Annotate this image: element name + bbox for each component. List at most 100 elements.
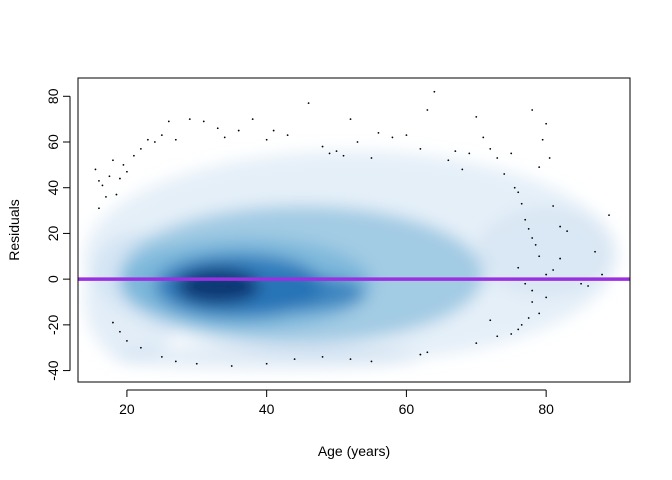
data-point (98, 207, 100, 210)
x-tick-label: 80 (538, 401, 554, 417)
data-point (527, 227, 530, 230)
data-point (531, 289, 534, 292)
data-point (482, 136, 485, 139)
density-blob (175, 267, 260, 305)
data-point (349, 118, 352, 121)
plot-frame (77, 77, 631, 383)
y-axis: -40 -20 0 20 40 60 80 (45, 88, 71, 381)
data-point (496, 157, 499, 159)
data-point (552, 269, 555, 271)
data-point (405, 134, 408, 137)
data-point (216, 127, 219, 130)
data-point (520, 323, 523, 326)
data-point (146, 138, 149, 141)
x-tick-label: 20 (119, 401, 135, 417)
data-point (534, 243, 537, 246)
data-point (503, 173, 506, 175)
data-point (531, 109, 534, 111)
data-point (447, 159, 450, 162)
data-point (538, 312, 541, 315)
data-point (475, 115, 478, 118)
data-point (139, 147, 142, 150)
data-point (105, 195, 107, 198)
data-point (559, 257, 562, 260)
data-point (594, 250, 596, 253)
data-point (335, 150, 338, 153)
data-point (377, 131, 380, 134)
data-point (496, 335, 499, 338)
data-point (426, 109, 429, 111)
data-point (426, 351, 429, 354)
data-point (580, 282, 582, 285)
data-point (566, 230, 569, 233)
data-point (510, 152, 513, 155)
data-point (265, 362, 268, 365)
data-point (98, 179, 100, 182)
data-point (139, 346, 142, 349)
data-point (538, 255, 541, 258)
data-point (520, 202, 523, 205)
data-point (527, 317, 530, 319)
data-point (101, 184, 104, 187)
density-cloud (84, 151, 617, 369)
data-point (349, 358, 352, 361)
data-point (559, 225, 562, 228)
data-point (545, 122, 548, 125)
data-point (223, 136, 226, 139)
data-point (454, 150, 457, 153)
data-point (468, 152, 471, 155)
x-tick-label: 40 (259, 401, 275, 417)
data-point (195, 362, 198, 365)
data-point (370, 360, 373, 363)
data-point (230, 365, 233, 367)
data-point (132, 154, 135, 157)
y-tick-label: 0 (45, 275, 61, 283)
data-point (513, 186, 516, 189)
y-tick-label: 80 (45, 88, 61, 104)
data-point (461, 168, 464, 171)
data-point (112, 159, 114, 162)
data-point (419, 147, 422, 150)
data-point (122, 163, 125, 166)
data-point (160, 134, 163, 137)
outlier-points (94, 90, 610, 367)
data-point (510, 333, 513, 335)
data-point (188, 118, 191, 121)
data-point (517, 328, 520, 331)
density-blob (224, 274, 365, 312)
data-point (489, 319, 492, 322)
data-point (286, 134, 289, 137)
data-point (307, 102, 310, 105)
data-point (112, 321, 114, 324)
data-point (524, 282, 527, 285)
data-point (531, 301, 534, 303)
data-point (587, 285, 589, 287)
data-point (321, 145, 324, 148)
data-point (160, 355, 163, 358)
x-tick-label: 60 (399, 401, 415, 417)
data-point (342, 154, 345, 157)
data-point (608, 214, 610, 217)
data-point (153, 141, 156, 143)
data-point (126, 170, 128, 173)
plot-area (78, 90, 630, 369)
data-point (119, 177, 121, 180)
data-point (202, 120, 205, 123)
data-point (108, 175, 111, 178)
data-point (174, 360, 177, 363)
y-axis-label: Residuals (6, 199, 22, 260)
data-point (293, 358, 296, 361)
data-point (356, 141, 359, 143)
x-axis-label: Age (years) (318, 443, 390, 459)
data-point (601, 273, 603, 276)
data-point (237, 129, 240, 132)
data-point (391, 136, 394, 139)
y-tick-label: 60 (45, 134, 61, 150)
data-point (174, 138, 177, 141)
data-point (419, 353, 422, 356)
data-point (517, 191, 520, 194)
data-point (251, 118, 254, 121)
density-blob (112, 345, 421, 369)
data-point (489, 147, 492, 150)
data-point (545, 296, 548, 299)
